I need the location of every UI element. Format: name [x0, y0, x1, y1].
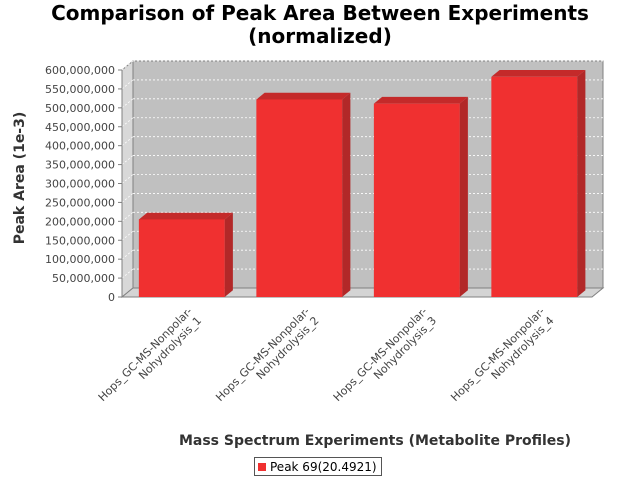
y-tick-label: 350,000,000 [45, 159, 115, 172]
bar-front [373, 103, 460, 298]
bar-top [491, 70, 586, 77]
bar-side [577, 70, 586, 297]
bar [256, 92, 351, 297]
y-tick-label: 450,000,000 [45, 121, 115, 134]
x-tick-labels: Hops_GC-MS-Nonpolar-Nohydrolysis_1 Hops_G… [96, 305, 557, 413]
y-tick-label: 500,000,000 [45, 102, 115, 115]
chart-title: Comparison of Peak Area Between Experime… [0, 2, 640, 48]
x-tick-label: Hops_GC-MS-Nonpolar-Nohydrolysis_1 [96, 305, 204, 413]
bar-side [342, 92, 351, 297]
bar-front [256, 99, 343, 297]
bar-front [491, 76, 578, 297]
y-tick-label: 150,000,000 [45, 234, 115, 247]
x-axis-label: Mass Spectrum Experiments (Metabolite Pr… [179, 433, 571, 449]
y-tick-label: 550,000,000 [45, 83, 115, 96]
legend-label: Peak 69(20.4921) [270, 459, 377, 474]
y-tick-label: 600,000,000 [45, 64, 115, 77]
y-axis-label: Peak Area (1e-3) [12, 112, 28, 245]
y-tick-label: 250,000,000 [45, 196, 115, 209]
y-tick-label: 200,000,000 [45, 215, 115, 228]
bar [491, 70, 586, 297]
plot-left-wall [121, 59, 134, 299]
y-tick-label: 400,000,000 [45, 140, 115, 153]
bar [138, 212, 233, 297]
x-tick-label: Hops_GC-MS-Nonpolar-Nohydrolysis_2 [213, 305, 321, 413]
legend: Peak 69(20.4921) [254, 457, 382, 476]
x-tick-label: Hops_GC-MS-Nonpolar-Nohydrolysis_3 [331, 305, 439, 413]
chart-title-line-1: Comparison of Peak Area Between Experime… [51, 1, 589, 25]
x-tick-label: Hops_GC-MS-Nonpolar-Nohydrolysis_4 [448, 305, 556, 413]
bar-side [459, 96, 468, 298]
y-tick-label: 0 [108, 291, 115, 304]
y-tick-label: 50,000,000 [52, 272, 115, 285]
bar-top [138, 212, 233, 220]
legend-swatch [258, 462, 266, 471]
bar [373, 96, 468, 298]
y-tick-label: 300,000,000 [45, 178, 115, 191]
y-axis: 0 50,000,000 100,000,000 150,000,000 200,000… [45, 64, 123, 304]
y-tick-label: 100,000,000 [45, 253, 115, 266]
bar-top [373, 96, 468, 104]
bar-side [224, 212, 233, 297]
chart-title-line-2: (normalized) [248, 24, 392, 48]
bars [138, 70, 586, 298]
bar-front [138, 219, 225, 297]
bar-top [256, 92, 351, 100]
